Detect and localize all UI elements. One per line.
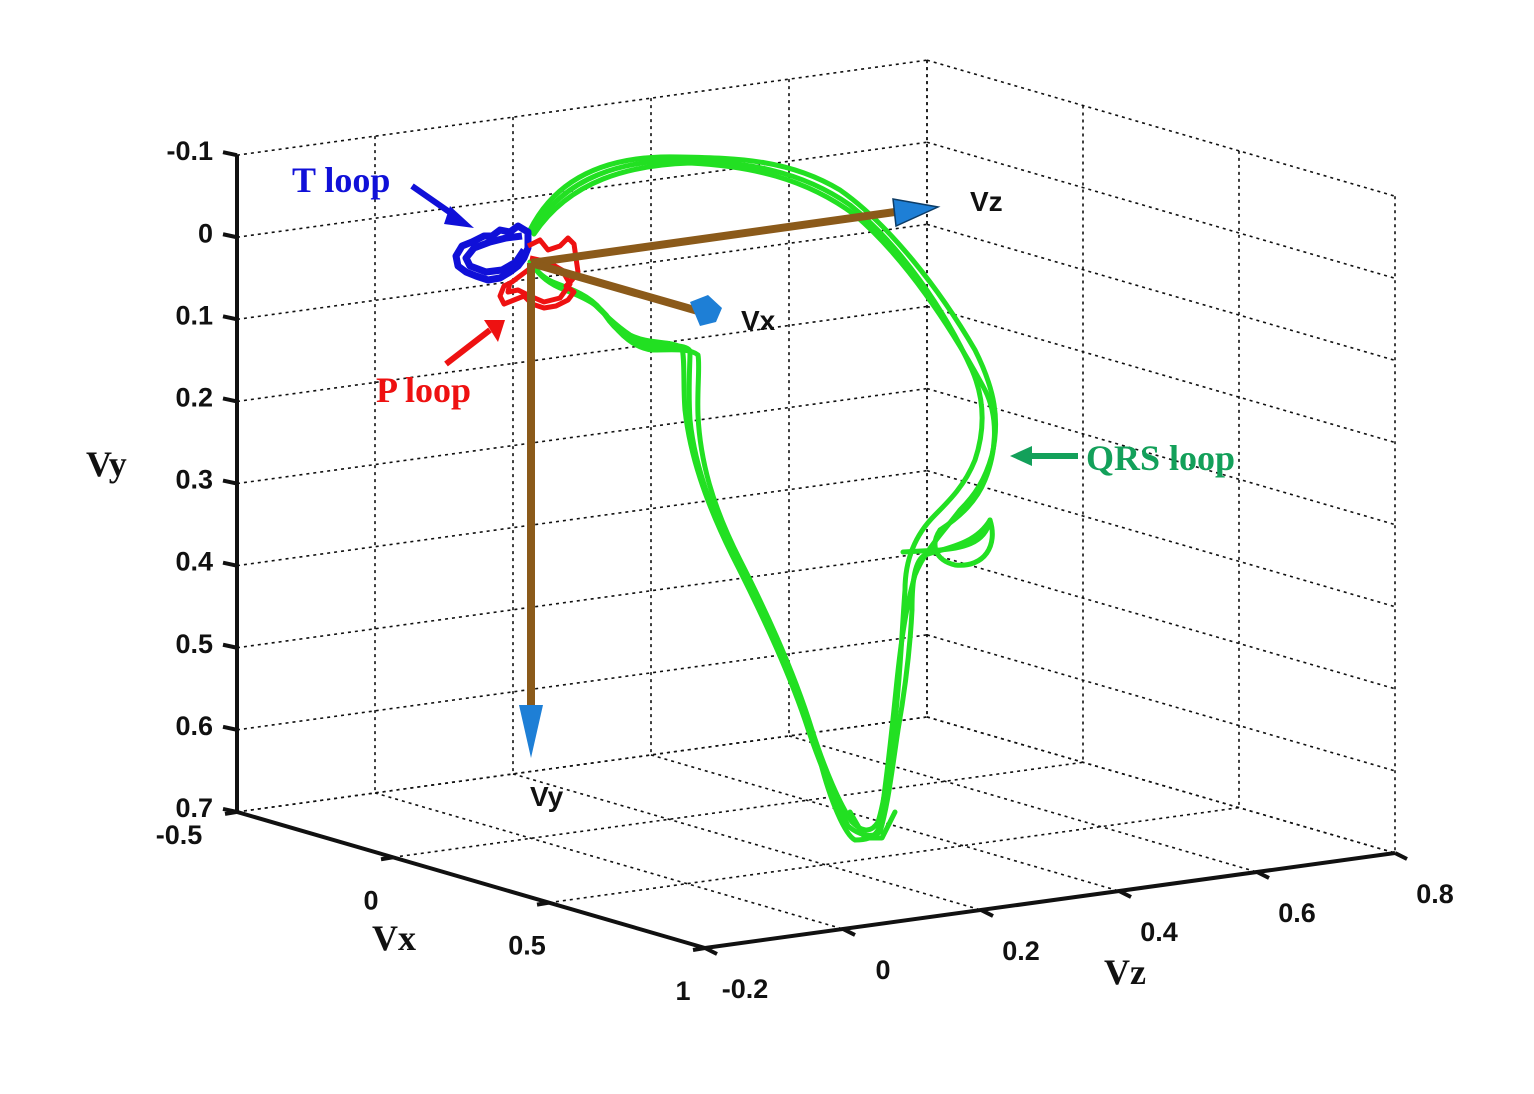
grid-line (926, 59, 1396, 197)
p-loop-pointer-head (484, 320, 505, 342)
t-loop (452, 222, 532, 284)
p-loop-pointer-line (444, 327, 492, 367)
vy-axis-title: Vy (86, 444, 127, 484)
vx-axis-title: Vx (372, 918, 416, 958)
grid-line (236, 551, 928, 649)
qrs-loop-label: QRS loop (1086, 438, 1235, 478)
vz-arrow-shaft (530, 208, 896, 267)
vy-tick (222, 396, 238, 404)
qrs-loop (527, 154, 999, 843)
t-loop-trace-2 (462, 232, 527, 276)
grid-line (236, 469, 928, 567)
vz-tick-label: -0.2 (722, 974, 769, 1004)
reference-axes-arrows: Vz Vx Vy (519, 186, 1003, 812)
vy-arrow-head (519, 705, 543, 758)
vz-tick (980, 908, 994, 918)
grid-line (512, 773, 982, 911)
grid-line (926, 223, 1396, 362)
vz-tick-label: 0.4 (1140, 917, 1178, 947)
vz-arrow-label: Vz (970, 186, 1003, 217)
vx-tick (380, 855, 394, 862)
p-loop-label: P loop (376, 370, 471, 410)
vz-tick (842, 927, 856, 937)
grid-line (236, 634, 928, 731)
grid-line (926, 141, 1396, 280)
grid-line (788, 735, 1258, 873)
vy-tick-label: 0.1 (175, 300, 213, 330)
vy-tick (222, 642, 238, 650)
vx-tick-label: 0 (363, 885, 378, 915)
vx-arrow-label: Vx (741, 305, 776, 336)
vy-tick-label: 0.5 (175, 629, 213, 659)
t-loop-trace (452, 222, 532, 284)
vz-tick-label: 0 (875, 955, 890, 985)
vy-tick (222, 478, 238, 486)
vy-tick-label: 0 (198, 218, 213, 248)
vy-tick-label: 0.2 (175, 382, 213, 412)
t-loop-pointer-head (444, 206, 474, 228)
vx-arrow-head (690, 295, 722, 326)
tick-labels: -0.1 0 0.1 0.2 0.3 0.4 0.5 0.6 0.7-0.5 0 0.5 1 -0.2 0… (156, 136, 1454, 1006)
vz-arrow-head (892, 198, 941, 228)
vz-tick (1256, 870, 1270, 880)
vz-tick (1394, 851, 1408, 861)
vx-tick (224, 809, 238, 816)
t-loop-label: T loop (292, 160, 390, 200)
vz-tick (704, 946, 718, 956)
qrs-loop-pointer-head (1010, 446, 1032, 466)
vz-tick-label: 0.2 (1002, 936, 1040, 966)
qrs-beat-1 (527, 154, 999, 843)
vz-tick-label: 0.8 (1416, 879, 1454, 909)
vx-tick (536, 900, 550, 907)
grid-line (236, 387, 928, 485)
vz-tick-label: 0.6 (1278, 898, 1316, 928)
qrs-bottom-notch (847, 809, 898, 841)
grid-line (926, 716, 1396, 854)
grid-line (926, 469, 1396, 608)
vz-axis-line (704, 851, 1396, 950)
vy-tick (222, 724, 238, 732)
grid-lines (236, 59, 1396, 949)
vy-tick-label: 0.3 (175, 465, 213, 495)
axes (222, 150, 1408, 956)
qrs-upper-notch (900, 517, 993, 555)
vy-tick-label: 0.6 (175, 711, 213, 741)
grid-line (650, 754, 1120, 892)
vy-arrow-label: Vy (530, 781, 564, 812)
annotations: T loop P loop QRS loop (292, 160, 1235, 478)
vx-tick (692, 946, 706, 952)
vy-tick-label: -0.1 (166, 136, 213, 166)
vy-tick-label: 0.4 (175, 547, 213, 577)
grid-line (926, 305, 1396, 444)
vy-tick (222, 560, 238, 568)
grid-line (926, 634, 1396, 772)
vy-tick (222, 314, 238, 322)
grid-line (236, 59, 928, 156)
vx-tick-label: -0.5 (156, 820, 203, 850)
vy-tick (222, 232, 238, 240)
vz-axis-title: Vz (1104, 952, 1146, 992)
grid-line (236, 305, 928, 403)
vz-tick (1118, 889, 1132, 899)
vx-axis-line (236, 810, 706, 950)
grid-line (926, 387, 1396, 526)
vx-arrow-shaft (529, 259, 700, 315)
vy-tick (222, 150, 238, 158)
vy-tick-label: 0.7 (175, 793, 213, 823)
vx-tick-label: 1 (675, 976, 690, 1006)
qrs-beat-3 (531, 160, 997, 838)
grid-line (926, 551, 1396, 690)
vx-tick-label: 0.5 (508, 931, 546, 961)
grid-line (374, 792, 844, 930)
grid-line (236, 223, 928, 321)
p-loop-trace (497, 235, 581, 311)
